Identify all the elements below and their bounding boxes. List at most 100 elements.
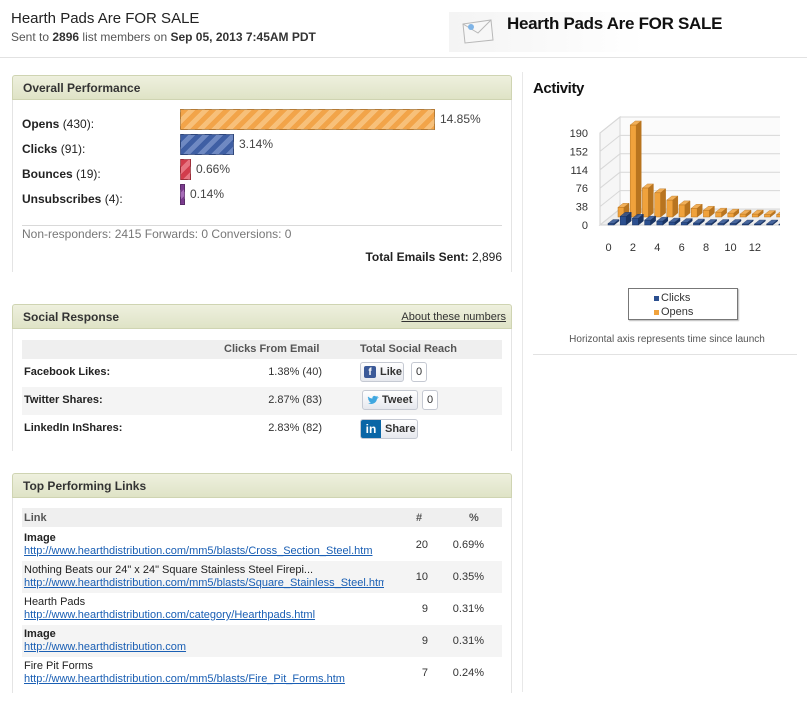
sent-summary: Sent to 2896 list members on Sep 05, 201… [11, 30, 316, 44]
overall-performance-panel [12, 100, 512, 272]
header-banner: Hearth Pads Are FOR SALE [449, 12, 807, 52]
non-responders-stats: Non-responders: 2415 Forwards: 0 Convers… [22, 227, 292, 241]
clicks-bar [656, 216, 669, 226]
link-url[interactable]: http://www.hearthdistribution.com/mm5/bl… [24, 673, 345, 685]
legend-opens-swatch [654, 310, 659, 315]
activity-divider [533, 354, 797, 355]
overall-performance-header: Overall Performance [12, 75, 512, 100]
link-url[interactable]: http://www.hearthdistribution.com/mm5/bl… [24, 545, 373, 557]
table-row: Hearth Pads http://www.hearthdistributio… [22, 593, 502, 625]
link-title: Hearth Pads [24, 596, 86, 608]
social-row-facebook: Facebook Likes: 1.38% (40) f Like 0 [22, 359, 502, 387]
link-title: Nothing Beats our 24" x 24" Square Stain… [24, 564, 314, 576]
x-tick-label: 10 [724, 242, 736, 254]
grid-line [599, 135, 621, 152]
facebook-like-button[interactable]: f Like [360, 362, 404, 382]
table-row: Image http://www.hearthdistribution.com/… [22, 529, 502, 561]
link-url[interactable]: http://www.hearthdistribution.com [24, 641, 187, 653]
opens-bar [653, 188, 667, 218]
report-header: Hearth Pads Are FOR SALE Sent to 2896 li… [0, 0, 807, 58]
chart-legend: Clicks Opens [628, 288, 738, 320]
opens-bar [678, 200, 691, 218]
facebook-icon: f [364, 366, 376, 378]
opens-bar [751, 209, 764, 218]
link-title: Fire Pit Forms [24, 660, 94, 672]
overall-performance-title: Overall Performance [23, 81, 141, 95]
clicks-from-email-header: Clicks From Email [224, 343, 320, 355]
opens-bar [727, 208, 740, 218]
link-click-count: 7 [421, 667, 428, 679]
opens-bar [180, 109, 435, 130]
link-click-percent: 0.24% [452, 667, 484, 679]
social-row-twitter: Twitter Shares: 2.87% (83) Tweet 0 [22, 387, 502, 415]
link-column-header: Link [24, 512, 47, 524]
link-click-count: 9 [421, 635, 428, 647]
clicks-label: Clicks (91): [22, 142, 86, 156]
y-tick-label: 152 [570, 146, 588, 158]
social-response-header: Social Response About these numbers [12, 304, 512, 329]
x-tick-label: 8 [703, 242, 709, 254]
clicks-bar [619, 211, 632, 226]
y-tick-label: 190 [570, 128, 588, 140]
unsubscribes-percent: 0.14% [190, 187, 225, 201]
opens-bar [714, 207, 728, 218]
about-numbers-link[interactable]: About these numbers [401, 311, 506, 323]
opens-bar [641, 183, 655, 218]
opens-bar [775, 211, 780, 218]
campaign-title: Hearth Pads Are FOR SALE [11, 10, 200, 27]
table-row: Fire Pit Forms http://www.hearthdistribu… [22, 657, 502, 689]
bounces-label: Bounces (19): [22, 167, 101, 181]
sent-mid: list members on [82, 30, 168, 44]
clicks-bar [680, 218, 693, 226]
bounces-bar [180, 159, 191, 180]
clicks-bar [643, 215, 657, 226]
twitter-bird-icon [367, 395, 379, 404]
link-click-percent: 0.31% [452, 635, 484, 647]
performance-divider [22, 225, 502, 226]
link-click-count: 20 [415, 539, 428, 551]
total-emails-sent: Total Emails Sent: 2,896 [365, 250, 502, 264]
link-url[interactable]: http://www.hearthdistribution.com/mm5/bl… [24, 577, 384, 589]
table-row: Nothing Beats our 24" x 24" Square Stain… [22, 561, 502, 593]
count-column-header: # [416, 512, 423, 524]
opens-bar [690, 203, 703, 218]
linkedin-inshares-label: LinkedIn InShares: [24, 422, 123, 434]
y-tick-label: 114 [570, 165, 588, 177]
clicks-bar [765, 219, 779, 226]
opens-bar [702, 205, 716, 218]
clicks-bar [631, 213, 645, 226]
link-click-percent: 0.35% [452, 571, 484, 583]
top-links-header: Top Performing Links [12, 473, 512, 498]
social-row-linkedin: LinkedIn InShares: 2.83% (82) in Share [22, 415, 502, 443]
clicks-bar [753, 219, 767, 226]
top-links-panel [12, 498, 512, 693]
percent-column-header: % [469, 512, 479, 524]
clicks-bar [668, 217, 681, 226]
social-table-header [22, 340, 502, 359]
link-url[interactable]: http://www.hearthdistribution.com/catego… [24, 609, 316, 621]
linkedin-share-button[interactable]: in Share [360, 419, 418, 439]
opens-label: Opens (430): [22, 117, 95, 131]
social-response-panel [12, 329, 512, 451]
y-tick-label: 76 [576, 183, 588, 195]
grid-line [599, 208, 621, 226]
unsubscribes-bar [180, 184, 185, 205]
activity-title: Activity [533, 80, 584, 97]
tweet-button[interactable]: Tweet [362, 390, 418, 410]
grid-line [599, 171, 621, 189]
link-click-percent: 0.31% [452, 603, 484, 615]
grid-line [599, 116, 621, 134]
y-tick-label: 38 [576, 202, 588, 214]
activity-chart: 0 38 76 114 152 190 0 2 4 6 8 10 12 [570, 116, 780, 254]
clicks-bar [778, 223, 780, 226]
clicks-bar [704, 219, 718, 226]
x-tick-label: 2 [630, 242, 636, 254]
x-tick-label: 4 [654, 242, 660, 254]
total-social-reach-header: Total Social Reach [360, 343, 457, 355]
grid-line [599, 190, 621, 207]
facebook-likes-value: 1.38% (40) [268, 366, 322, 378]
link-click-count: 10 [415, 571, 428, 583]
unsubscribes-label: Unsubscribes (4): [22, 192, 123, 206]
axis-note: Horizontal axis represents time since la… [569, 334, 765, 345]
link-title: Image [24, 532, 56, 544]
